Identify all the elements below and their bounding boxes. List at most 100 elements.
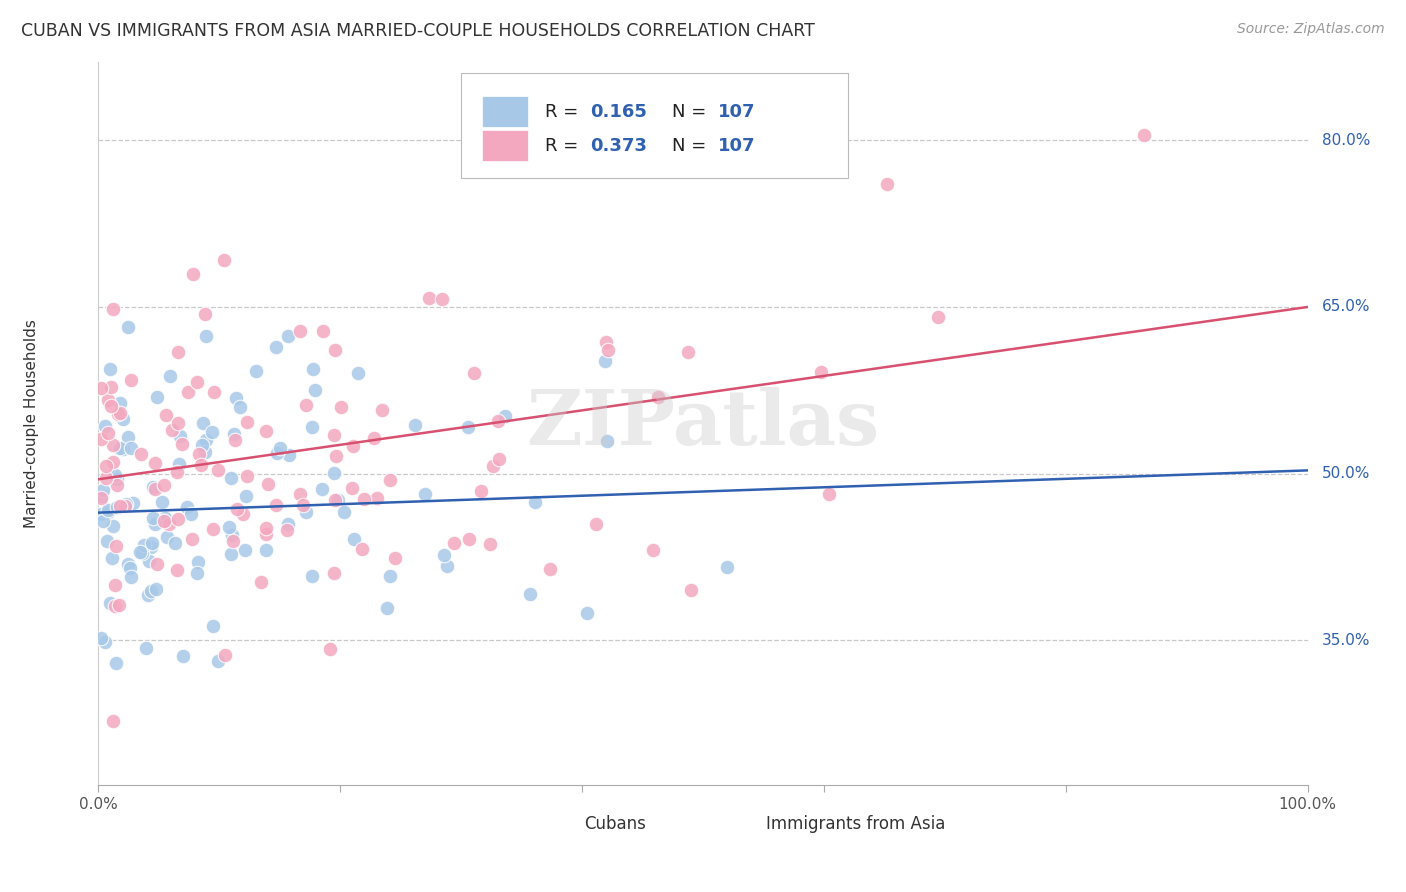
Point — [380, 569, 402, 583]
Point — [876, 177, 898, 191]
Point — [117, 320, 139, 334]
Point — [108, 406, 131, 420]
Point — [494, 409, 516, 423]
Point — [129, 447, 152, 461]
Point — [90, 433, 112, 447]
Point — [312, 324, 335, 338]
Point — [301, 568, 323, 582]
Point — [330, 400, 353, 414]
Point — [90, 508, 112, 522]
Point — [229, 400, 252, 414]
Point — [105, 539, 128, 553]
Point — [104, 468, 127, 483]
Point — [108, 499, 131, 513]
Point — [219, 548, 242, 562]
Point — [346, 366, 368, 380]
Point — [104, 599, 127, 613]
Point — [98, 362, 121, 376]
Point — [328, 492, 350, 507]
Point — [170, 437, 193, 451]
Point — [166, 563, 188, 577]
Point — [214, 648, 236, 662]
Point — [112, 412, 135, 426]
FancyBboxPatch shape — [461, 73, 848, 178]
Point — [152, 495, 174, 509]
Point — [486, 415, 509, 429]
Point — [143, 482, 166, 496]
Point — [236, 415, 259, 429]
Point — [250, 575, 273, 590]
Point — [145, 516, 167, 531]
Point — [224, 426, 246, 441]
Point — [302, 362, 325, 376]
Text: CUBAN VS IMMIGRANTS FROM ASIA MARRIED-COUPLE HOUSEHOLDS CORRELATION CHART: CUBAN VS IMMIGRANTS FROM ASIA MARRIED-CO… — [21, 22, 815, 40]
Point — [97, 503, 120, 517]
Point — [194, 445, 217, 459]
Point — [418, 292, 440, 306]
Point — [93, 515, 115, 529]
Point — [322, 427, 344, 442]
Point — [277, 328, 299, 343]
Point — [117, 430, 139, 444]
Point — [340, 481, 363, 495]
Point — [195, 434, 218, 448]
Point — [221, 528, 243, 542]
Point — [266, 340, 288, 354]
Point — [224, 433, 246, 447]
Point — [139, 584, 162, 599]
Point — [235, 489, 257, 503]
Text: 107: 107 — [717, 103, 755, 120]
Point — [142, 511, 165, 525]
Point — [100, 380, 122, 394]
Point — [131, 546, 153, 560]
FancyBboxPatch shape — [709, 809, 755, 839]
Point — [295, 505, 318, 519]
Point — [169, 429, 191, 443]
Point — [117, 557, 139, 571]
Point — [139, 540, 162, 554]
Point — [105, 472, 128, 486]
Point — [481, 458, 503, 473]
Point — [104, 577, 127, 591]
Point — [105, 478, 128, 492]
Point — [290, 487, 312, 501]
Point — [363, 431, 385, 445]
Point — [152, 514, 174, 528]
Point — [94, 471, 117, 485]
Point — [114, 499, 136, 513]
Point — [166, 417, 188, 431]
Point — [342, 439, 364, 453]
Point — [145, 582, 167, 596]
Point — [254, 521, 277, 535]
Text: 50.0%: 50.0% — [1322, 467, 1371, 481]
Point — [97, 505, 120, 519]
Point — [135, 640, 157, 655]
Point — [413, 486, 436, 500]
Point — [404, 417, 426, 432]
Point — [97, 426, 120, 441]
Text: R =: R = — [544, 103, 583, 120]
Point — [479, 537, 502, 551]
Point — [152, 478, 174, 492]
Point — [100, 399, 122, 413]
Point — [291, 498, 314, 512]
Point — [90, 491, 112, 505]
Point — [107, 407, 129, 421]
Point — [120, 570, 142, 584]
Point — [167, 345, 190, 359]
Point — [647, 390, 669, 404]
Point — [593, 354, 616, 368]
Point — [103, 519, 125, 533]
Text: Married-couple Households: Married-couple Households — [24, 319, 39, 528]
Text: N =: N = — [672, 136, 711, 154]
Point — [103, 455, 125, 469]
Point — [152, 514, 174, 528]
Point — [254, 542, 277, 557]
Point — [322, 566, 344, 581]
Point — [202, 385, 225, 400]
Point — [138, 589, 160, 603]
Point — [202, 522, 225, 536]
Text: 80.0%: 80.0% — [1322, 133, 1371, 148]
Point — [222, 533, 245, 548]
Point — [165, 535, 187, 549]
